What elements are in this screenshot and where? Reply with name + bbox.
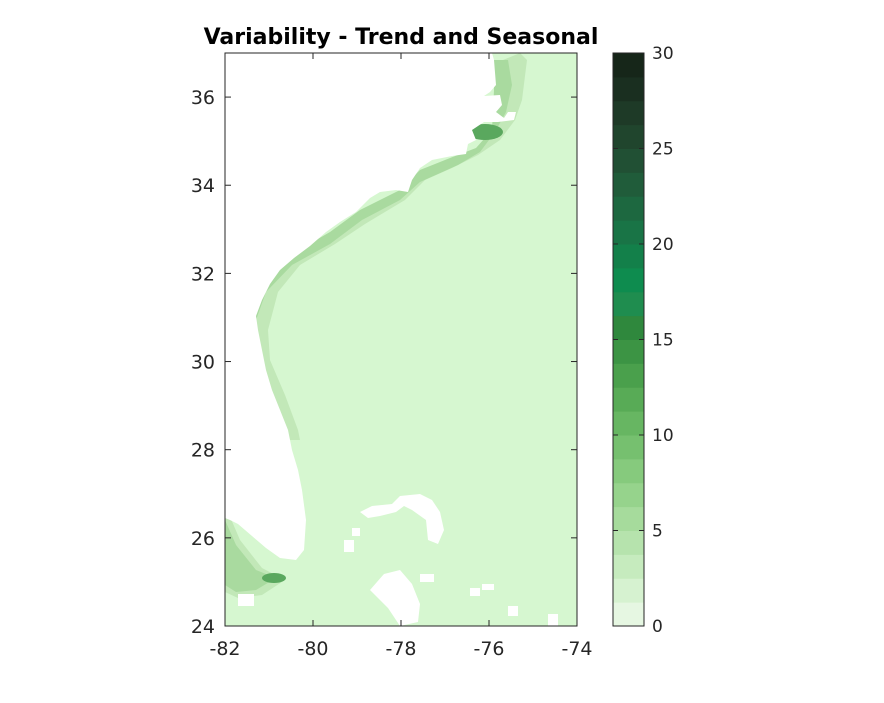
y-tick-label: 28 bbox=[191, 440, 215, 462]
land-bahamas-grand bbox=[360, 494, 444, 544]
colorbar-tick-label: 25 bbox=[652, 140, 674, 160]
colorbar-tick-label: 10 bbox=[652, 426, 674, 446]
land-us-mainland bbox=[225, 53, 516, 560]
colorbar bbox=[613, 53, 644, 627]
colorbar-segment bbox=[613, 291, 644, 317]
colorbar-segment bbox=[613, 411, 644, 436]
y-axis: 24 26 28 30 32 34 36 bbox=[191, 87, 577, 638]
map-plot-area bbox=[225, 53, 577, 626]
colorbar-segment bbox=[613, 578, 644, 603]
colorbar-segment bbox=[613, 435, 644, 460]
x-tick-label: -78 bbox=[385, 638, 416, 660]
colorbar-segment bbox=[613, 482, 644, 508]
x-tick-label: -74 bbox=[561, 638, 592, 660]
y-tick-label: 36 bbox=[191, 87, 215, 109]
y-tick-label: 34 bbox=[191, 175, 215, 197]
x-tick-label: -82 bbox=[209, 638, 240, 660]
colorbar-segment bbox=[613, 315, 644, 340]
colorbar-segment bbox=[613, 124, 644, 149]
x-tick-label: -80 bbox=[297, 638, 328, 660]
colorbar-segment bbox=[613, 53, 644, 78]
land-bahamas-andros bbox=[370, 570, 420, 626]
colorbar-segment bbox=[613, 387, 644, 412]
colorbar-segment bbox=[613, 554, 644, 579]
colorbar-segment bbox=[613, 267, 644, 293]
hotspot-florida-keys bbox=[262, 573, 286, 583]
colorbar-tick-label: 5 bbox=[652, 522, 663, 542]
chart-title: Variability - Trend and Seasonal bbox=[204, 25, 599, 50]
y-tick-label: 26 bbox=[191, 528, 215, 550]
colorbar-segment bbox=[613, 220, 644, 245]
x-tick-label: -76 bbox=[473, 638, 504, 660]
colorbar-segment bbox=[613, 172, 644, 197]
colorbar-segment bbox=[613, 363, 644, 388]
y-tick-label: 32 bbox=[191, 263, 215, 285]
colorbar-segment bbox=[613, 148, 644, 173]
colorbar-segment bbox=[613, 339, 644, 364]
coastal-band-inner bbox=[225, 60, 512, 592]
colorbar-tick-label: 15 bbox=[652, 331, 674, 351]
colorbar-ticks: 0 5 10 15 20 25 30 bbox=[613, 44, 674, 637]
colorbar-tick-label: 30 bbox=[652, 44, 674, 64]
colorbar-segment bbox=[613, 458, 644, 484]
colorbar-segment bbox=[613, 100, 644, 126]
land-mask bbox=[225, 53, 558, 626]
y-tick-label: 24 bbox=[191, 616, 215, 638]
colorbar-segment bbox=[613, 506, 644, 531]
hotspot-pamlico bbox=[467, 124, 503, 140]
colorbar-segment bbox=[613, 76, 644, 102]
colorbar-tick-label: 20 bbox=[652, 235, 674, 255]
y-tick-label: 30 bbox=[191, 352, 215, 374]
colorbar-segment bbox=[613, 196, 644, 221]
colorbar-segment bbox=[613, 530, 644, 555]
colorbar-segment bbox=[613, 602, 644, 627]
colorbar-tick-label: 0 bbox=[652, 617, 663, 637]
colorbar-segment bbox=[613, 244, 644, 269]
x-axis: -82 -80 -78 -76 -74 bbox=[209, 53, 593, 660]
